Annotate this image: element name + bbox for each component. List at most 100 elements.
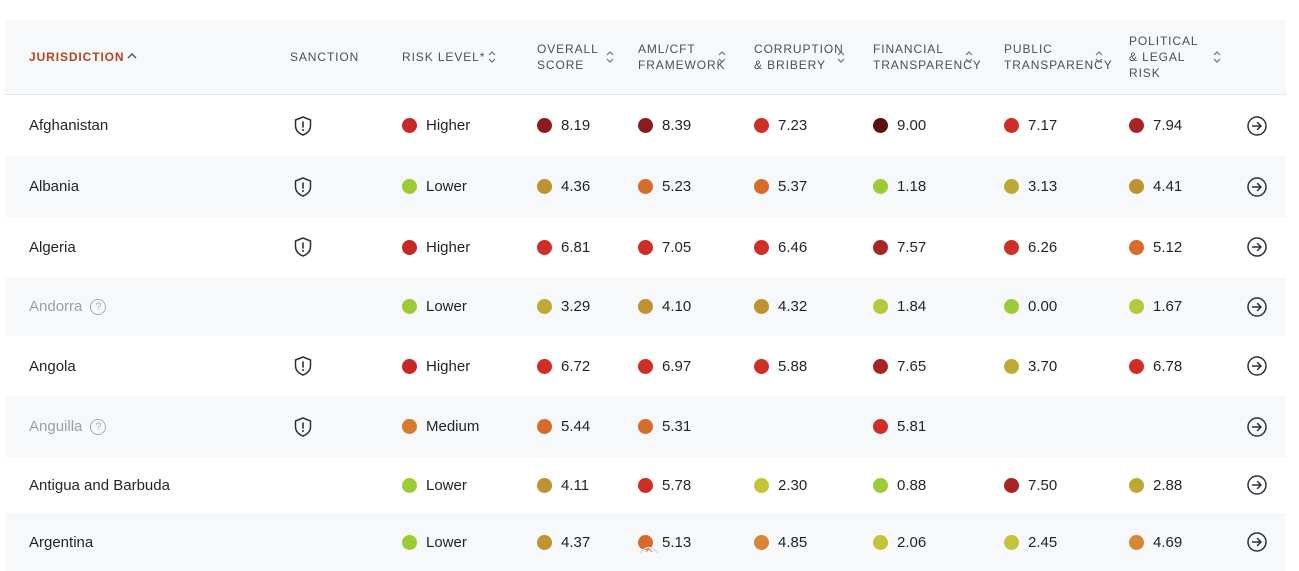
shield-alert-icon[interactable] bbox=[292, 236, 314, 258]
table-row[interactable]: Argentina Lower 4.37 5.13 4.85 2.06 2.45 4.69 bbox=[5, 513, 1286, 571]
column-header-label: RISK LEVEL* bbox=[402, 50, 486, 64]
financial-score-cell: 7.65 bbox=[873, 336, 926, 396]
risk-level-label: Higher bbox=[426, 117, 471, 134]
public-score-cell: 2.45 bbox=[1004, 513, 1057, 571]
column-header-risk[interactable]: RISK LEVEL* bbox=[402, 20, 485, 94]
table-row[interactable]: Albania Lower 4.36 5.23 5.37 1.18 3.13 4.41 bbox=[5, 156, 1286, 217]
risk-level-label: Lower bbox=[426, 533, 467, 551]
arrow-right-circle-icon[interactable] bbox=[1246, 355, 1268, 377]
column-header-label: POLITICAL & LEGAL RISK bbox=[1129, 34, 1199, 80]
score-indicator-dot bbox=[754, 239, 769, 255]
score-value: 5.78 bbox=[662, 476, 692, 494]
financial-score-cell: 1.84 bbox=[873, 277, 926, 336]
column-header-jurisdiction[interactable]: JURISDICTION bbox=[29, 20, 124, 94]
help-icon[interactable]: ? bbox=[90, 298, 107, 315]
sort-toggle-icon[interactable] bbox=[718, 50, 726, 64]
table-row[interactable]: Afghanistan Higher 8.19 8.39 7.23 9.00 7.17 7.9… bbox=[5, 95, 1286, 156]
table-row[interactable]: Algeria Higher 6.81 7.05 6.46 7.57 6.26 5.12 bbox=[5, 217, 1286, 277]
corruption-score-cell: 4.85 bbox=[754, 513, 807, 571]
arrow-right-circle-icon[interactable] bbox=[1246, 531, 1268, 553]
score-value: 5.23 bbox=[662, 178, 692, 195]
score-value: 7.65 bbox=[897, 357, 927, 375]
jurisdiction-name[interactable]: Angola bbox=[29, 357, 76, 375]
sort-toggle-icon[interactable] bbox=[1213, 50, 1221, 64]
arrow-right-circle-icon[interactable] bbox=[1246, 176, 1268, 198]
jurisdiction-name[interactable]: Argentina bbox=[29, 533, 94, 551]
score-indicator-dot bbox=[873, 239, 888, 255]
overall-score-cell: 4.37 bbox=[537, 513, 590, 571]
arrow-right-circle-icon[interactable] bbox=[1246, 115, 1268, 137]
jurisdiction-name[interactable]: Antigua and Barbuda bbox=[29, 476, 170, 494]
arrow-right-circle-icon[interactable] bbox=[1246, 474, 1268, 496]
score-indicator-dot bbox=[873, 534, 888, 550]
aml-score-cell: 4.10 bbox=[638, 277, 691, 336]
table-row[interactable]: Angola Higher 6.72 6.97 5.88 7.65 3.70 6.78 bbox=[5, 336, 1286, 396]
risk-level-label: Higher bbox=[426, 238, 471, 256]
table-row[interactable]: Antigua and Barbuda Lower 4.11 5.78 2.30 0.88… bbox=[5, 457, 1286, 513]
jurisdiction-name[interactable]: Afghanistan bbox=[29, 117, 109, 134]
score-indicator-dot bbox=[537, 179, 552, 194]
aml-score-cell: 7.05 bbox=[638, 217, 691, 277]
jurisdiction-name[interactable]: Andorra bbox=[29, 298, 83, 315]
column-header-financial[interactable]: FINANCIAL TRANSPARENCY bbox=[873, 20, 982, 94]
sort-toggle-icon[interactable] bbox=[488, 50, 496, 64]
shield-alert-icon[interactable] bbox=[292, 355, 314, 377]
shield-alert-icon[interactable] bbox=[292, 115, 314, 137]
scroll-indicator[interactable] bbox=[636, 544, 662, 554]
score-indicator-dot bbox=[754, 299, 769, 314]
sanction-cell bbox=[292, 396, 314, 457]
score-indicator-dot bbox=[638, 477, 653, 493]
sort-toggle-icon[interactable] bbox=[1095, 50, 1103, 64]
risk-level-cell: Lower bbox=[402, 513, 467, 571]
shield-alert-icon[interactable] bbox=[292, 176, 314, 198]
arrow-right-circle-icon[interactable] bbox=[1246, 296, 1268, 318]
column-header-label: FINANCIAL TRANSPARENCY bbox=[873, 42, 982, 72]
sort-toggle-icon[interactable] bbox=[837, 50, 845, 64]
public-score-cell: 7.50 bbox=[1004, 457, 1057, 513]
score-value: 4.11 bbox=[561, 476, 590, 494]
score-value: 2.06 bbox=[897, 533, 927, 551]
score-value: 6.72 bbox=[561, 357, 591, 375]
public-score-cell: 3.13 bbox=[1004, 156, 1057, 217]
table-row[interactable]: Andorra? Lower 3.29 4.10 4.32 1.84 0.00 1.67 bbox=[5, 277, 1286, 336]
sanction-cell bbox=[292, 95, 314, 156]
column-header-sanction[interactable]: SANCTION bbox=[290, 20, 359, 94]
jurisdiction-name[interactable]: Algeria bbox=[29, 238, 76, 256]
jurisdiction-cell: Angola bbox=[29, 336, 76, 396]
public-score-cell: 6.26 bbox=[1004, 217, 1057, 277]
score-indicator-dot bbox=[537, 419, 552, 434]
column-header-public[interactable]: PUBLIC TRANSPARENCY bbox=[1004, 20, 1113, 94]
arrow-right-circle-icon[interactable] bbox=[1246, 236, 1268, 258]
sort-ascending-icon[interactable] bbox=[127, 50, 137, 64]
jurisdiction-name[interactable]: Anguilla bbox=[29, 418, 83, 435]
sort-toggle-icon[interactable] bbox=[965, 50, 973, 64]
help-icon[interactable]: ? bbox=[90, 418, 107, 435]
score-value: 7.17 bbox=[1028, 117, 1058, 134]
column-header-corruption[interactable]: CORRUPTION & BRIBERY bbox=[754, 20, 844, 94]
risk-level-cell: Higher bbox=[402, 336, 470, 396]
risk-level-label: Lower bbox=[426, 178, 467, 195]
political-score-cell: 4.41 bbox=[1129, 156, 1182, 217]
score-value: 7.05 bbox=[662, 238, 692, 256]
corruption-score-cell: 5.88 bbox=[754, 336, 807, 396]
score-indicator-dot bbox=[1004, 239, 1019, 255]
risk-level-cell: Lower bbox=[402, 156, 467, 217]
sort-toggle-icon[interactable] bbox=[606, 50, 614, 64]
table-row[interactable]: Anguilla? Medium 5.44 5.31 5.81 bbox=[5, 396, 1286, 457]
score-value: 5.88 bbox=[778, 357, 808, 375]
political-score-cell: 6.78 bbox=[1129, 336, 1182, 396]
score-indicator-dot bbox=[638, 239, 653, 255]
aml-score-cell: 8.39 bbox=[638, 95, 691, 156]
column-header-political[interactable]: POLITICAL & LEGAL RISK bbox=[1129, 20, 1198, 94]
shield-alert-icon[interactable] bbox=[292, 416, 314, 438]
overall-score-cell: 4.36 bbox=[537, 156, 590, 217]
jurisdiction-name[interactable]: Albania bbox=[29, 178, 80, 195]
column-header-label: CORRUPTION & BRIBERY bbox=[754, 42, 844, 72]
risk-indicator-dot bbox=[402, 239, 417, 255]
column-header-aml[interactable]: AML/CFT FRAMEWORK bbox=[638, 20, 725, 94]
arrow-right-circle-icon[interactable] bbox=[1246, 416, 1268, 438]
column-header-label: SANCTION bbox=[290, 50, 360, 64]
score-value: 0.88 bbox=[897, 476, 927, 494]
risk-level-cell: Higher bbox=[402, 95, 470, 156]
column-header-overall[interactable]: OVERALL SCORE bbox=[537, 20, 599, 94]
